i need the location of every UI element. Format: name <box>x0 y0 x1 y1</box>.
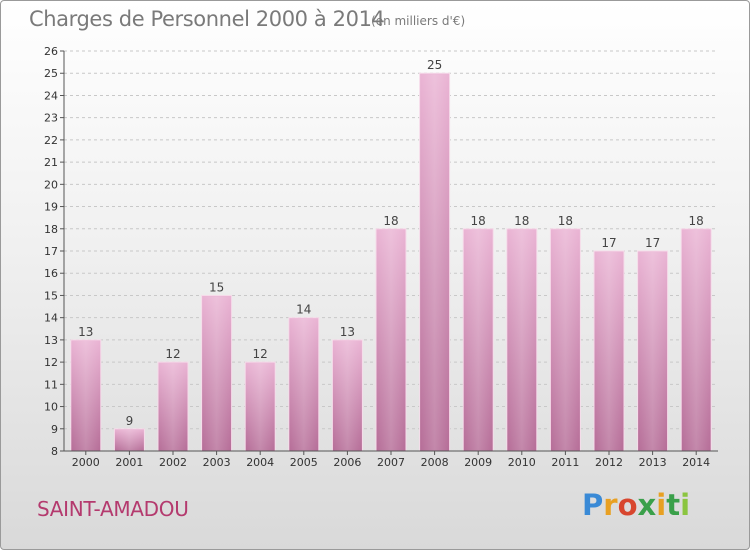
data-label: 12 <box>165 347 180 361</box>
y-tick-label: 11 <box>44 378 58 391</box>
data-label: 17 <box>645 236 660 250</box>
y-tick-label: 22 <box>44 134 58 147</box>
y-tick-label: 18 <box>44 223 58 236</box>
bar-highlight <box>115 429 144 451</box>
y-tick-label: 21 <box>44 156 58 169</box>
bar-highlight <box>420 74 449 451</box>
y-tick-label: 13 <box>44 334 58 347</box>
x-tick-label: 2014 <box>682 456 710 469</box>
bar-highlight <box>638 252 667 451</box>
x-tick-label: 2006 <box>333 456 361 469</box>
data-label: 13 <box>340 325 355 339</box>
x-tick-label: 2011 <box>551 456 579 469</box>
y-tick-label: 9 <box>51 423 58 436</box>
x-tick-label: 2013 <box>639 456 667 469</box>
x-tick-label: 2000 <box>72 456 100 469</box>
x-tick-label: 2010 <box>508 456 536 469</box>
bar-highlight <box>202 296 231 451</box>
y-tick-label: 15 <box>44 289 58 302</box>
data-label: 14 <box>296 303 311 317</box>
y-tick-label: 24 <box>44 89 58 102</box>
logo-letter: r <box>603 488 618 522</box>
bar-highlight <box>289 318 318 451</box>
bars: 13 9 12 15 12 14 13 18 25 18 18 18 17 17 18 <box>70 58 712 452</box>
y-tick-label: 16 <box>44 267 58 280</box>
x-tick-label: 2009 <box>464 456 492 469</box>
logo-letter: t <box>666 488 681 522</box>
bar-highlight <box>159 363 187 451</box>
data-label: 18 <box>689 214 704 228</box>
bar-highlight <box>246 363 275 451</box>
y-tick-label: 23 <box>44 112 58 125</box>
x-tick-label: 2005 <box>290 456 318 469</box>
y-tick-label: 25 <box>44 67 58 80</box>
data-label: 18 <box>514 214 529 228</box>
y-tick-label: 10 <box>44 401 58 414</box>
data-label: 9 <box>126 414 134 428</box>
proxiti-logo: Proxiti <box>582 488 690 522</box>
bar-highlight <box>71 340 100 451</box>
logo-letter: i <box>656 488 667 522</box>
bar-highlight <box>333 340 362 451</box>
y-tick-label: 8 <box>51 445 58 458</box>
x-tick-label: 2001 <box>115 456 143 469</box>
bar-highlight <box>507 229 536 451</box>
y-tick-label: 20 <box>44 178 58 191</box>
commune-name: SAINT-AMADOU <box>37 497 189 521</box>
bar-highlight <box>595 252 623 451</box>
data-label: 13 <box>78 325 93 339</box>
y-tick-label: 17 <box>44 245 58 258</box>
bar-highlight <box>377 229 405 451</box>
data-label: 25 <box>427 58 442 72</box>
y-axis-ticks: 8 9 10 11 12 13 14 15 16 17 18 19 20 21 22 23 24 25 26 <box>44 45 64 458</box>
logo-letter: x <box>637 488 657 522</box>
x-tick-label: 2002 <box>159 456 187 469</box>
x-tick-label: 2004 <box>246 456 274 469</box>
y-tick-label: 14 <box>44 312 58 325</box>
axes <box>63 51 718 452</box>
data-label: 18 <box>558 214 573 228</box>
logo-letter: i <box>680 488 691 522</box>
bar-highlight <box>682 229 711 451</box>
y-tick-label: 26 <box>44 45 58 58</box>
y-tick-label: 12 <box>44 356 58 369</box>
data-label: 15 <box>209 280 224 294</box>
data-label: 17 <box>601 236 616 250</box>
x-tick-label: 2008 <box>421 456 449 469</box>
data-label: 18 <box>383 214 398 228</box>
y-tick-label: 19 <box>44 201 58 214</box>
bar-highlight <box>464 229 493 451</box>
chart-subtitle: (en milliers d'€) <box>371 14 466 28</box>
data-label: 12 <box>253 347 268 361</box>
bar-highlight <box>551 229 580 451</box>
logo-letter: o <box>617 488 638 522</box>
data-label: 18 <box>471 214 486 228</box>
x-tick-label: 2007 <box>377 456 405 469</box>
logo-letter: P <box>582 488 604 522</box>
chart-title: Charges de Personnel 2000 à 2014 <box>29 7 385 31</box>
x-tick-label: 2003 <box>203 456 231 469</box>
x-tick-label: 2012 <box>595 456 623 469</box>
x-axis-ticks: 2000 2001 2002 2003 2004 2005 2006 2007 2008 2009… <box>72 451 710 469</box>
